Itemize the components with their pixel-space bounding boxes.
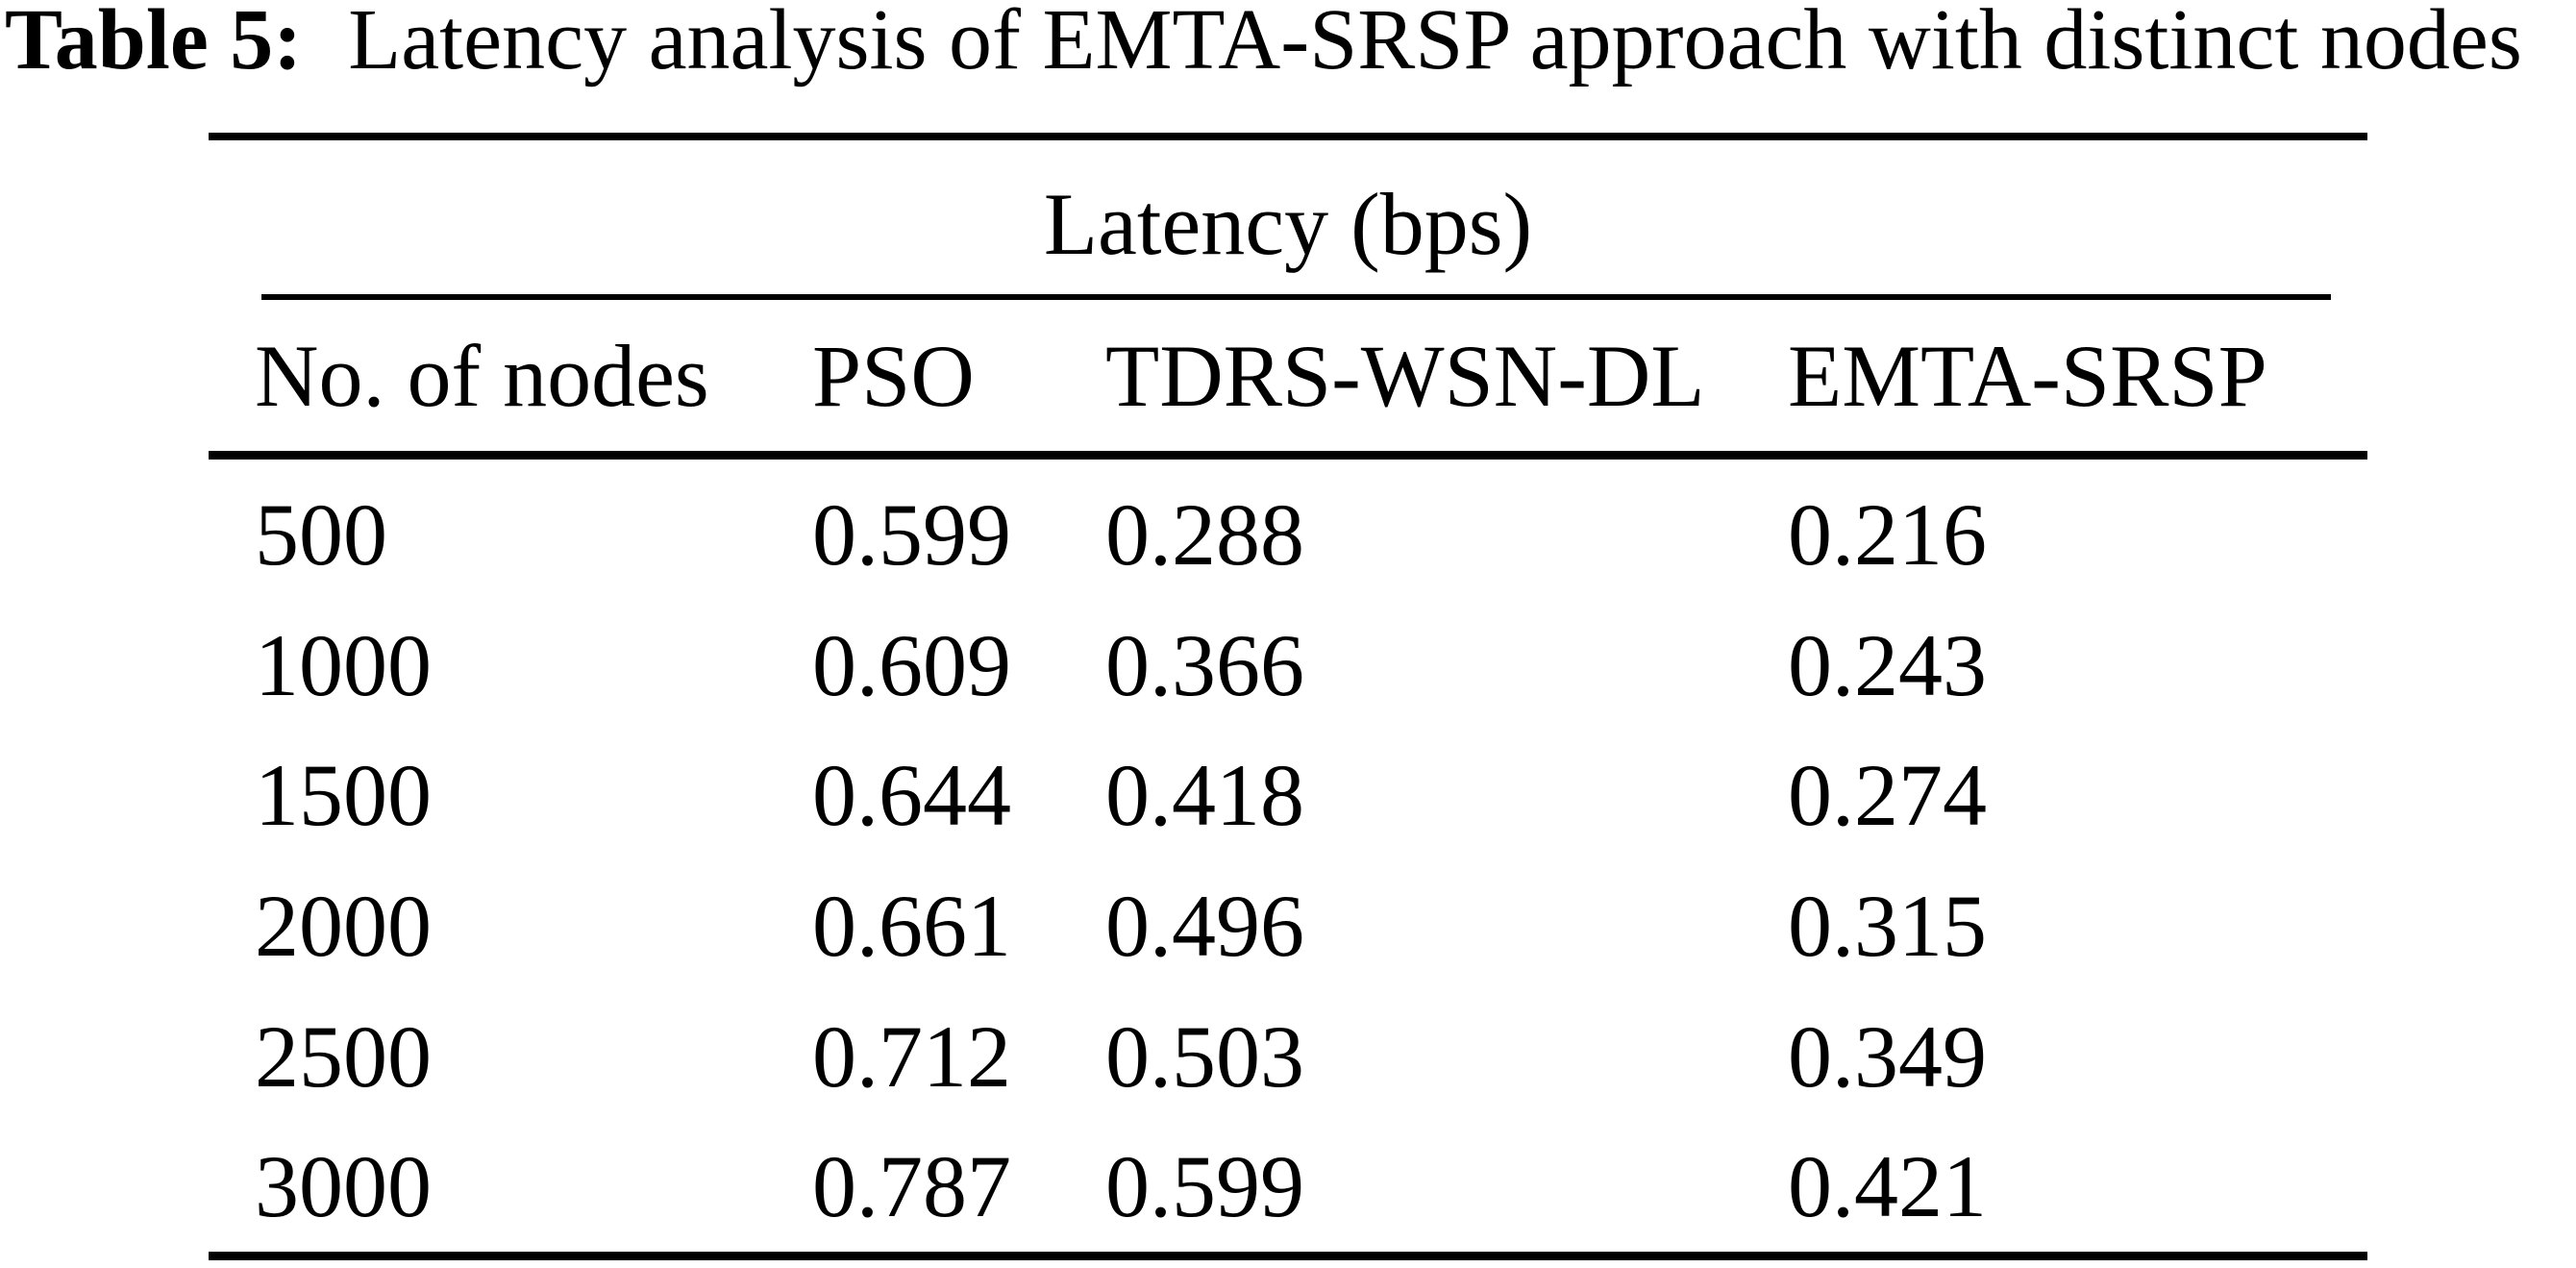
table-cell: 1000: [255, 615, 432, 714]
table-cell: 0.644: [812, 746, 1011, 845]
table-cell: 0.288: [1105, 485, 1304, 584]
table-cell: 3000: [255, 1137, 432, 1236]
column-header: TDRS-WSN-DL: [1105, 326, 1705, 425]
table-caption: Table 5: Latency analysis of EMTA-SRSP a…: [5, 0, 2573, 87]
table-cell: 0.661: [812, 876, 1011, 975]
table-cell: 2000: [255, 876, 432, 975]
column-header: EMTA-SRSP: [1788, 326, 2267, 425]
table-bottom-rule: [209, 1252, 2367, 1260]
column-header: PSO: [812, 326, 975, 425]
header-rule: [209, 451, 2367, 460]
column-header: No. of nodes: [255, 326, 709, 425]
span-header-rule: [261, 294, 2331, 300]
table-cell: 2500: [255, 1007, 432, 1106]
table-cell: 500: [255, 485, 387, 584]
table-cell: 0.496: [1105, 876, 1304, 975]
table-row: 3000 0.787 0.599 0.421: [209, 1121, 2367, 1252]
span-header: Latency (bps): [1043, 175, 1533, 273]
table-top-rule: [209, 133, 2367, 140]
table-row: 500 0.599 0.288 0.216: [209, 469, 2367, 600]
table-cell: 0.787: [812, 1137, 1011, 1236]
caption-text: Latency analysis of EMTA-SRSP approach w…: [348, 0, 2522, 87]
table-cell: 0.349: [1788, 1007, 1987, 1106]
table-cell: 0.599: [812, 485, 1011, 584]
table-cell: 0.503: [1105, 1007, 1304, 1106]
table-cell: 0.421: [1788, 1137, 1987, 1236]
table-cell: 0.418: [1105, 746, 1304, 845]
table-header-row: No. of nodes PSO TDRS-WSN-DL EMTA-SRSP: [209, 300, 2367, 451]
table-cell: 0.274: [1788, 746, 1987, 845]
table-cell: 0.366: [1105, 615, 1304, 714]
table-cell: 0.315: [1788, 876, 1987, 975]
table-row: 1000 0.609 0.366 0.243: [209, 600, 2367, 731]
table-cell: 0.243: [1788, 615, 1987, 714]
table-cell: 0.216: [1788, 485, 1987, 584]
table-row: 2000 0.661 0.496 0.315: [209, 860, 2367, 991]
table-cell: 0.599: [1105, 1137, 1304, 1236]
caption-label: Table 5:: [5, 0, 303, 87]
table-row: 2500 0.712 0.503 0.349: [209, 991, 2367, 1122]
table-body: 500 0.599 0.288 0.216 1000 0.609 0.366 0.243 150…: [209, 460, 2367, 1252]
table-cell: 0.609: [812, 615, 1011, 714]
table-cell: 1500: [255, 746, 432, 845]
latency-table: Latency (bps) No. of nodes PSO TDRS-WSN-DL…: [209, 133, 2367, 1260]
table-row: 1500 0.644 0.418 0.274: [209, 730, 2367, 860]
table-cell: 0.712: [812, 1007, 1011, 1106]
